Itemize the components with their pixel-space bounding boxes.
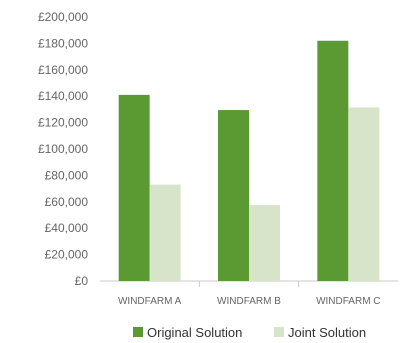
y-tick-label: £200,000 [38, 10, 88, 24]
y-tick-label: £40,000 [45, 221, 89, 235]
bar-joint [348, 107, 380, 281]
bar-joint [149, 184, 181, 281]
y-tick-label: £120,000 [38, 116, 88, 130]
y-tick-label: £80,000 [45, 168, 89, 182]
y-tick-label: £100,000 [38, 142, 88, 156]
y-tick-label: £20,000 [45, 248, 89, 262]
x-tick-label: WINDFARM C [316, 296, 380, 307]
y-tick-label: £160,000 [38, 63, 88, 77]
legend-label-original: Original Solution [147, 325, 242, 340]
x-tick-label: WINDFARM A [118, 296, 182, 307]
y-tick-label: £140,000 [38, 89, 88, 103]
x-tick-label: WINDFARM B [217, 296, 281, 307]
y-tick-label: £60,000 [45, 195, 89, 209]
y-tick-label: £0 [75, 274, 89, 288]
legend-swatch-joint [274, 327, 284, 337]
legend-label-joint: Joint Solution [288, 325, 366, 340]
bar-original [218, 110, 249, 281]
bar-original [317, 40, 349, 282]
bar-original [118, 94, 150, 281]
y-tick-label: £180,000 [38, 36, 88, 50]
bar-joint [249, 205, 280, 281]
legend-swatch-original [133, 327, 143, 337]
